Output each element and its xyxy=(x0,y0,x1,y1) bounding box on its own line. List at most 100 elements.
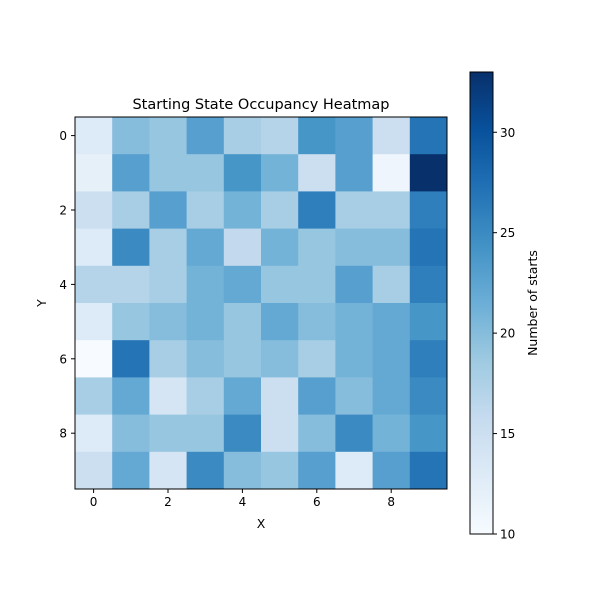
heatmap-cell xyxy=(223,377,262,416)
y-tick-label: 4 xyxy=(59,278,67,292)
heatmap-cell xyxy=(298,340,336,378)
heatmap-cell xyxy=(186,303,225,341)
heatmap-cell xyxy=(223,303,262,341)
heatmap-cell xyxy=(372,414,411,453)
heatmap-cell xyxy=(149,303,188,341)
heatmap-cell xyxy=(261,265,299,304)
y-tick-label: 8 xyxy=(59,427,67,441)
heatmap-cell xyxy=(112,451,150,490)
heatmap-cell xyxy=(223,154,262,192)
chart-title: Starting State Occupancy Heatmap xyxy=(132,97,389,113)
heatmap-cell xyxy=(186,191,225,230)
heatmap-cell xyxy=(409,154,448,192)
heatmap-cell xyxy=(298,191,336,230)
heatmap-cell xyxy=(186,154,225,192)
heatmap-cell xyxy=(335,228,374,267)
heatmap-cell xyxy=(112,340,150,378)
colorbar-label: Number of starts xyxy=(525,250,540,356)
heatmap-cell xyxy=(409,377,448,416)
x-tick-label: 4 xyxy=(239,495,247,509)
heatmap-cell xyxy=(298,414,336,453)
x-axis-ticks: 0 2 4 6 8 xyxy=(90,489,395,509)
heatmap-cell xyxy=(223,117,262,155)
colorbar-tick-label: 30 xyxy=(500,126,515,140)
heatmap-cell xyxy=(186,265,225,304)
x-tick-label: 6 xyxy=(313,495,321,509)
heatmap-cell xyxy=(298,154,336,192)
heatmap-cell xyxy=(149,451,188,490)
heatmap-cell xyxy=(75,117,113,155)
heatmap-cell xyxy=(261,414,299,453)
heatmap-cell xyxy=(335,451,374,490)
plot-frame xyxy=(74,116,448,490)
heatmap-cell xyxy=(372,228,411,267)
heatmap-cell xyxy=(186,451,225,490)
heatmap-cell xyxy=(261,117,299,155)
heatmap-cell xyxy=(409,117,448,155)
heatmap-cell xyxy=(186,228,225,267)
heatmap-cell xyxy=(335,154,374,192)
heatmap-cell xyxy=(409,414,448,453)
y-tick-label: 0 xyxy=(59,129,67,143)
heatmap-cell xyxy=(261,154,299,192)
heatmap-cell xyxy=(112,191,150,230)
heatmap-cell xyxy=(186,414,225,453)
heatmap-cell xyxy=(149,191,188,230)
heatmap-cell xyxy=(223,265,262,304)
y-axis-label: Y xyxy=(34,299,49,308)
heatmap-cell xyxy=(372,340,411,378)
heatmap-cell xyxy=(372,377,411,416)
heatmap-cell xyxy=(223,228,262,267)
heatmap-cell xyxy=(223,451,262,490)
heatmap-cell xyxy=(298,117,336,155)
heatmap-cell xyxy=(112,265,150,304)
heatmap-cell xyxy=(261,191,299,230)
heatmap-cell xyxy=(298,265,336,304)
heatmap-cell xyxy=(409,303,448,341)
heatmap-cell xyxy=(75,414,113,453)
colorbar-tick-label: 20 xyxy=(500,327,515,341)
heatmap-cell xyxy=(335,265,374,304)
heatmap-cell xyxy=(409,191,448,230)
heatmap-cell xyxy=(223,191,262,230)
heatmap-cell xyxy=(75,377,113,416)
heatmap-cell xyxy=(149,117,188,155)
heatmap-cells xyxy=(75,117,448,490)
heatmap-cell xyxy=(75,191,113,230)
y-tick-label: 2 xyxy=(59,204,67,218)
heatmap-cell xyxy=(298,377,336,416)
heatmap-cell xyxy=(75,340,113,378)
heatmap-cell xyxy=(149,414,188,453)
colorbar-tick-label: 25 xyxy=(500,226,515,240)
heatmap-cell xyxy=(149,340,188,378)
heatmap-cell xyxy=(112,414,150,453)
heatmap-cell xyxy=(112,117,150,155)
heatmap-cell xyxy=(335,414,374,453)
heatmap-cell xyxy=(298,451,336,490)
heatmap-cell xyxy=(261,451,299,490)
heatmap-cell xyxy=(149,154,188,192)
heatmap-cell xyxy=(186,377,225,416)
x-tick-label: 8 xyxy=(387,495,395,509)
heatmap-cell xyxy=(149,265,188,304)
heatmap-cell xyxy=(112,154,150,192)
heatmap-cell xyxy=(335,303,374,341)
heatmap-cell xyxy=(186,340,225,378)
heatmap-cell xyxy=(372,191,411,230)
y-tick-label: 6 xyxy=(59,352,67,366)
heatmap-cell xyxy=(409,340,448,378)
x-tick-label: 0 xyxy=(90,495,98,509)
heatmap-cell xyxy=(372,154,411,192)
colorbar-tick-label: 10 xyxy=(500,528,515,542)
heatmap-cell xyxy=(261,340,299,378)
heatmap-cell xyxy=(409,451,448,490)
heatmap-cell xyxy=(372,303,411,341)
heatmap-cell xyxy=(409,228,448,267)
heatmap-cell xyxy=(335,117,374,155)
colorbar-tick-label: 15 xyxy=(500,427,515,441)
colorbar-ticks: 10 15 20 25 30 xyxy=(493,126,515,542)
heatmap-cell xyxy=(75,303,113,341)
heatmap-cell xyxy=(261,377,299,416)
x-axis-label: X xyxy=(257,516,266,531)
